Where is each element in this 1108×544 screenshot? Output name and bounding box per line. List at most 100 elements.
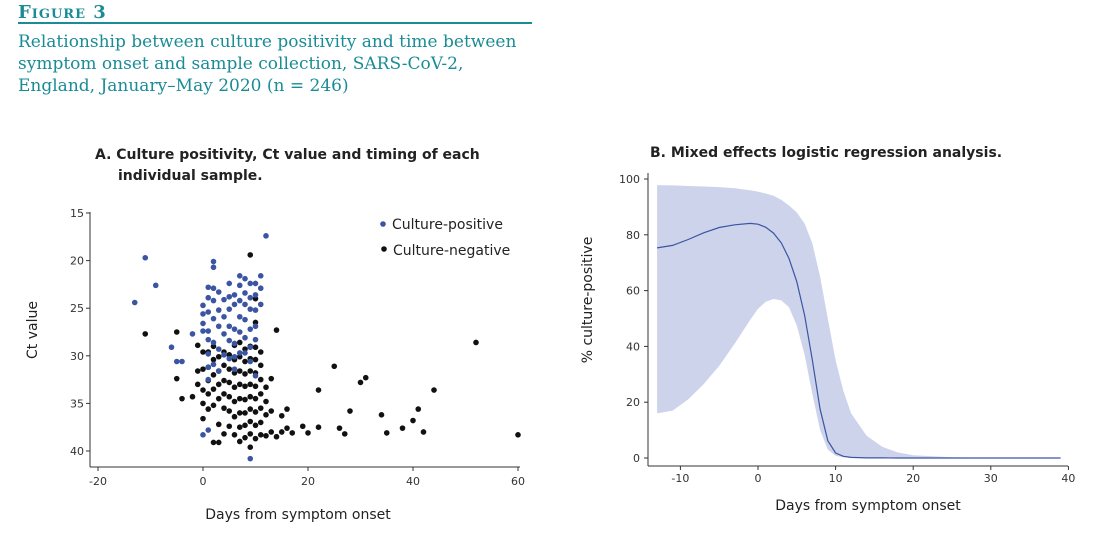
panel-a-y-tick-label: 20 <box>70 255 84 268</box>
culture-negative-point <box>431 387 437 393</box>
culture-positive-point <box>257 301 264 308</box>
culture-positive-point <box>247 306 254 312</box>
culture-negative-point <box>284 425 290 431</box>
panel-a-x-tick-label: 60 <box>511 475 525 488</box>
culture-positive-point <box>252 372 259 379</box>
panel-a-y-label: Ct value <box>25 301 41 359</box>
culture-positive-point <box>205 376 212 383</box>
panel-b-y-label: % culture-positive <box>580 237 596 364</box>
culture-negative-point <box>215 381 222 388</box>
culture-positive-point <box>200 311 206 317</box>
culture-negative-point <box>242 371 248 377</box>
figure-caption: Relationship between culture positivity … <box>18 32 517 96</box>
culture-positive-point <box>236 350 243 356</box>
panel-b-x-tick-label: 10 <box>829 472 843 485</box>
culture-negative-point <box>473 339 479 346</box>
culture-positive-point <box>205 427 212 433</box>
culture-negative-point <box>231 398 238 405</box>
culture-negative-point <box>357 379 364 386</box>
culture-positive-point <box>242 350 248 356</box>
culture-positive-point <box>231 353 238 360</box>
culture-negative-point <box>273 327 280 333</box>
culture-negative-point <box>263 384 269 391</box>
culture-positive-point <box>252 323 259 330</box>
culture-negative-point <box>179 395 185 402</box>
culture-negative-point <box>278 429 285 435</box>
culture-positive-point <box>236 273 243 279</box>
culture-positive-point <box>152 282 159 289</box>
culture-negative-point <box>221 362 227 369</box>
culture-positive-point <box>173 358 180 365</box>
legend-label-culture-positive: Culture-positive <box>392 217 503 233</box>
culture-negative-point <box>205 406 212 412</box>
panel-b-y-tick-label: 80 <box>626 229 640 242</box>
culture-positive-point <box>200 432 206 438</box>
culture-negative-point <box>231 413 238 420</box>
culture-positive-point <box>215 289 222 295</box>
panel-b-x-tick-label: -10 <box>671 472 689 485</box>
culture-positive-point <box>179 358 185 365</box>
culture-negative-point <box>257 376 264 383</box>
culture-negative-point <box>252 422 259 429</box>
culture-negative-point <box>231 432 238 438</box>
culture-negative-point <box>278 412 285 419</box>
culture-positive-point <box>226 280 233 287</box>
culture-negative-point <box>215 439 222 446</box>
culture-negative-point <box>200 349 206 355</box>
culture-negative-point <box>221 405 227 411</box>
culture-negative-point <box>420 429 427 435</box>
panel-b-x-tick-label: 0 <box>755 472 762 485</box>
panel-a-title-line2: individual sample. <box>118 168 263 184</box>
culture-positive-point <box>226 355 233 362</box>
culture-negative-point <box>268 408 275 414</box>
culture-positive-point <box>231 366 238 372</box>
panel-b-y-tick-label: 40 <box>626 340 640 353</box>
panel-a-x-tick-label: 40 <box>406 475 420 488</box>
culture-negative-point <box>236 438 243 445</box>
culture-negative-point <box>252 409 259 415</box>
culture-negative-point <box>236 424 243 431</box>
culture-negative-point <box>415 406 422 412</box>
culture-positive-point <box>226 323 233 330</box>
culture-negative-point <box>284 406 290 412</box>
culture-negative-point <box>315 424 322 431</box>
culture-negative-point <box>341 431 348 437</box>
culture-negative-point <box>242 434 248 441</box>
culture-negative-point <box>252 435 259 442</box>
culture-negative-point <box>226 408 233 414</box>
culture-negative-point <box>247 406 254 412</box>
culture-negative-point <box>263 432 269 439</box>
culture-negative-point <box>200 400 206 407</box>
culture-negative-point <box>305 430 311 436</box>
culture-negative-point <box>247 431 254 437</box>
culture-negative-point <box>189 393 196 400</box>
panel-a-y-tick-label: 40 <box>70 445 84 458</box>
culture-positive-point <box>215 368 222 374</box>
panel-b-x-tick-label: 20 <box>906 472 920 485</box>
culture-negative-point <box>221 391 227 397</box>
culture-positive-point <box>247 294 254 301</box>
culture-positive-point <box>242 334 248 341</box>
culture-negative-point <box>142 331 149 337</box>
estimate-curve <box>657 222 1061 459</box>
culture-negative-point <box>263 412 269 418</box>
culture-negative-point <box>289 430 296 436</box>
culture-negative-point <box>215 421 222 428</box>
culture-positive-point <box>231 340 238 347</box>
culture-negative-point <box>257 405 264 411</box>
culture-negative-point <box>236 368 243 374</box>
culture-negative-point <box>205 391 212 397</box>
culture-positive-point <box>142 254 149 261</box>
culture-negative-point <box>515 432 521 438</box>
culture-negative-point <box>252 383 259 390</box>
panel-b-y-tick-label: 0 <box>633 452 640 465</box>
culture-positive-point <box>189 331 196 337</box>
culture-negative-point <box>236 395 243 402</box>
panel-a-y-tick-label: 25 <box>70 302 84 315</box>
culture-positive-point <box>205 364 212 371</box>
culture-negative-point <box>410 417 416 424</box>
culture-negative-point <box>236 410 243 416</box>
panel-b-title: B. Mixed effects logistic regression ana… <box>650 145 1002 161</box>
culture-negative-point <box>210 439 217 446</box>
panel-b-x-label: Days from symptom onset <box>775 498 961 514</box>
